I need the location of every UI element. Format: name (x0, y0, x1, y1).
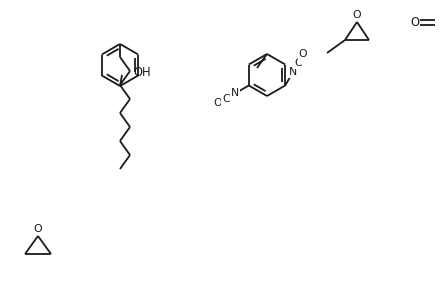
Text: O: O (34, 224, 42, 234)
Text: O: O (213, 98, 222, 108)
Text: OH: OH (133, 65, 150, 78)
Text: N: N (231, 89, 239, 98)
Text: C: C (222, 93, 230, 104)
Text: O: O (299, 49, 307, 59)
Text: O: O (410, 16, 420, 29)
Text: N: N (289, 67, 297, 77)
Text: C: C (295, 58, 302, 68)
Text: O: O (353, 10, 361, 20)
